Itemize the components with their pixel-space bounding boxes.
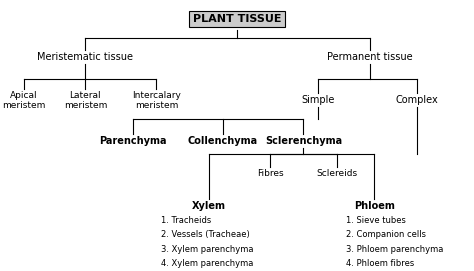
Text: Meristematic tissue: Meristematic tissue [37,52,133,62]
Text: 1. Sieve tubes: 1. Sieve tubes [346,216,406,225]
Text: 3. Xylem parenchyma: 3. Xylem parenchyma [161,244,254,254]
Text: Apical
meristem: Apical meristem [2,91,46,110]
Text: Phloem: Phloem [354,201,395,211]
Text: Sclereids: Sclereids [316,169,357,178]
Text: Fibres: Fibres [257,169,283,178]
Text: Permanent tissue: Permanent tissue [327,52,412,62]
Text: 4. Phloem fibres: 4. Phloem fibres [346,259,414,268]
Text: Intercalary
meristem: Intercalary meristem [132,91,181,110]
Text: 4. Xylem parenchyma: 4. Xylem parenchyma [161,259,254,268]
Text: Complex: Complex [396,95,438,105]
Text: 1. Tracheids: 1. Tracheids [161,216,211,225]
Text: Collenchyma: Collenchyma [188,136,258,146]
Text: Parenchyma: Parenchyma [99,136,166,146]
Text: Xylem: Xylem [191,201,226,211]
Text: 2. Companion cells: 2. Companion cells [346,230,426,240]
Text: 2. Vessels (Tracheae): 2. Vessels (Tracheae) [161,230,250,240]
Text: Simple: Simple [301,95,334,105]
Text: Lateral
meristem: Lateral meristem [64,91,107,110]
Text: PLANT TISSUE: PLANT TISSUE [193,14,281,24]
Text: 3. Phloem parenchyma: 3. Phloem parenchyma [346,244,443,254]
Text: Sclerenchyma: Sclerenchyma [265,136,342,146]
